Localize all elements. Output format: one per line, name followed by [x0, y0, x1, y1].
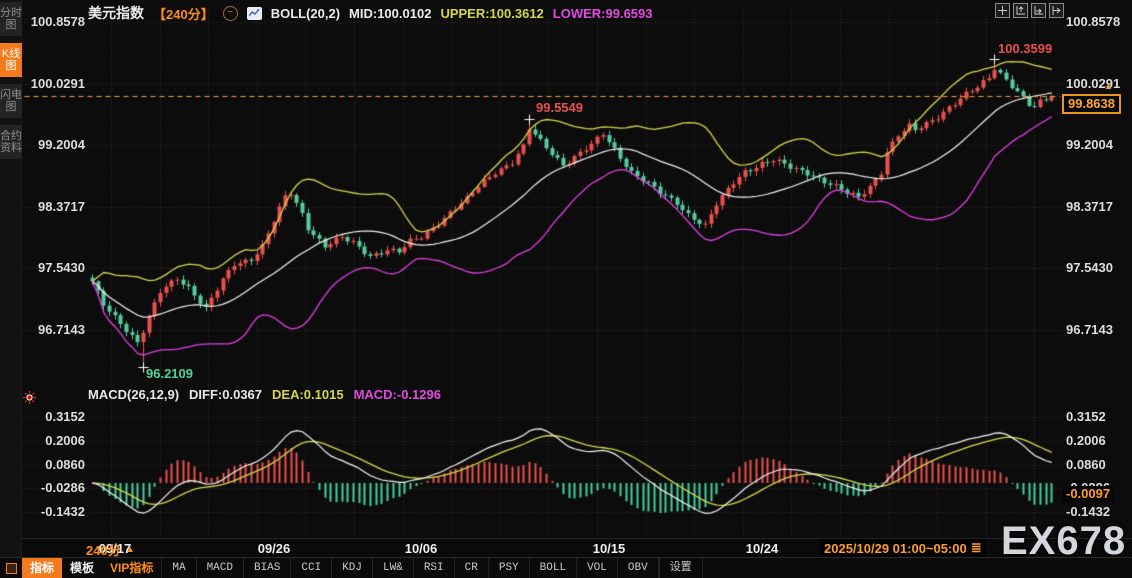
- boll-lower-value: LOWER:99.6593: [552, 5, 653, 21]
- sidebar-tab-lightning[interactable]: 闪电图: [0, 84, 22, 118]
- sidebar: 分时图 K线图 闪电图 合约资料: [0, 0, 22, 558]
- price-tick-label-left: 96.7143: [38, 322, 85, 337]
- date-tick-label: 09/26: [257, 541, 291, 556]
- sidebar-tab-kline[interactable]: K线图: [0, 43, 22, 77]
- toolbar-indicator-obv[interactable]: OBV: [616, 558, 659, 578]
- zoom-axis-right-icon[interactable]: [1031, 3, 1046, 18]
- macd-tick-label-left: 0.0860: [45, 457, 85, 472]
- macd-diff-value: DIFF:0.0367: [189, 387, 263, 402]
- boll-mid-value: MID:100.0102: [349, 5, 432, 21]
- bar-menu-icon: ≣: [970, 540, 982, 555]
- symbol-name: 美元指数: [88, 5, 144, 21]
- toolbar-template-button[interactable]: 模板: [70, 561, 95, 575]
- sidebar-tab-contract-info[interactable]: 合约资料: [0, 125, 22, 159]
- date-tick-label: 10/24: [745, 541, 779, 556]
- price-tick-label-left: 100.0291: [30, 76, 85, 91]
- toolbar-indicator-bias[interactable]: BIAS: [242, 558, 290, 578]
- toolbar-indicator-button[interactable]: 指标: [22, 558, 63, 578]
- price-tick-label-left: 99.2004: [38, 137, 85, 152]
- pan-right-icon[interactable]: [1049, 3, 1064, 18]
- annotation-low: 96.2109: [146, 366, 193, 381]
- macd-tick-label-right: -0.1432: [1066, 504, 1111, 519]
- macd-header: MACD(26,12,9) DIFF:0.0367 DEA:0.1015 MAC…: [88, 387, 441, 402]
- macd-tick-label-left: 0.3152: [45, 409, 85, 424]
- watermark: EX678: [1001, 519, 1127, 563]
- toolbar-settings-button[interactable]: 设置: [658, 558, 703, 578]
- crosshair-tool-icon[interactable]: [995, 3, 1010, 18]
- alert-dot-icon[interactable]: [23, 391, 36, 404]
- annotation-high: 100.3599: [998, 41, 1053, 56]
- toolbar-indicator-cr[interactable]: CR: [453, 558, 488, 578]
- macd-value-badge: -0.0097: [1063, 486, 1114, 502]
- toolbar-indicator-ma[interactable]: MA: [161, 558, 195, 578]
- price-tick-label-right: 99.2004: [1066, 137, 1113, 152]
- date-tick-label: 09/17: [98, 541, 132, 556]
- price-tick-label-right: 98.3717: [1066, 199, 1113, 214]
- corner-lock-icon[interactable]: [5, 562, 17, 574]
- toolbar-indicator-cci[interactable]: CCI: [290, 558, 331, 578]
- indicator-chart-icon[interactable]: [246, 6, 262, 20]
- chart-header: 美元指数 【240分】 − BOLL(20,2) MID:100.0102 UP…: [88, 3, 652, 23]
- macd-tick-label-left: 0.2006: [45, 433, 85, 448]
- toolbar-corner: [0, 558, 22, 578]
- bottom-toolbar: 指标 模板 VIP指标 MA MACD BIAS CCI KDJ LW& RSI CR PSY B…: [0, 557, 1132, 578]
- period-axis-text: 240分: [86, 543, 121, 558]
- price-tick-label-left: 98.3717: [38, 199, 85, 214]
- date-range-text: 2025/10/29 01:00~05:00: [824, 540, 967, 556]
- macd-dea-value: DEA:0.1015: [272, 387, 344, 402]
- price-up-arrow-icon: ▲: [1104, 81, 1113, 91]
- toolbar-indicator-kdj[interactable]: KDJ: [331, 558, 372, 578]
- chart-tool-icons: [995, 3, 1064, 18]
- sidebar-tab-timeline[interactable]: 分时图: [0, 2, 22, 36]
- current-price-badge: 99.8638: [1062, 94, 1121, 114]
- period-up-arrow-icon: ▲: [125, 544, 135, 554]
- indicator-buttons-group: MA MACD BIAS CCI KDJ LW& RSI CR PSY BOLL VOL OBV: [161, 558, 659, 578]
- toolbar-indicator-lw[interactable]: LW&: [372, 558, 413, 578]
- toolbar-indicator-rsi[interactable]: RSI: [412, 558, 454, 578]
- price-tick-label-right: 100.0291: [1066, 76, 1121, 91]
- zoom-axis-up-icon[interactable]: [1013, 3, 1028, 18]
- toolbar-indicator-boll[interactable]: BOLL: [528, 558, 576, 578]
- boll-label: BOLL(20,2): [270, 5, 341, 21]
- toolbar-indicator-vol[interactable]: VOL: [576, 558, 617, 578]
- macd-tick-label-right: 0.0860: [1066, 457, 1106, 472]
- price-tick-label-right: 100.8578: [1066, 14, 1121, 29]
- macd-tick-label-left: -0.1432: [40, 504, 85, 519]
- collapse-icon[interactable]: −: [222, 5, 238, 21]
- date-tick-label: 10/06: [404, 541, 438, 556]
- macd-tick-label-right: 0.2006: [1066, 433, 1106, 448]
- boll-upper-value: UPPER:100.3612: [440, 5, 544, 21]
- period-label: 【240分】: [153, 6, 214, 22]
- macd-tick-label-right: 0.3152: [1066, 409, 1106, 424]
- toolbar-indicator-psy[interactable]: PSY: [487, 558, 529, 578]
- annotation-peak: 99.5549: [536, 100, 583, 115]
- price-tick-label-right: 97.5430: [1066, 260, 1113, 275]
- toolbar-vip-indicator-button[interactable]: VIP指标: [110, 561, 154, 575]
- price-tick-label-left: 100.8578: [30, 14, 85, 29]
- price-tick-label-right: 96.7143: [1066, 322, 1113, 337]
- macd-bar-value: MACD:-0.1296: [353, 387, 441, 402]
- period-axis-label[interactable]: 240分 ▲: [86, 540, 135, 559]
- macd-params-label: MACD(26,12,9): [88, 387, 180, 402]
- price-tick-label-left: 97.5430: [38, 260, 85, 275]
- current-bar-date-label: 2025/10/29 01:00~05:00 ≣: [820, 539, 986, 557]
- toolbar-indicator-macd[interactable]: MACD: [195, 558, 243, 578]
- date-tick-label: 10/15: [592, 541, 626, 556]
- macd-tick-label-left: -0.0286: [40, 480, 85, 495]
